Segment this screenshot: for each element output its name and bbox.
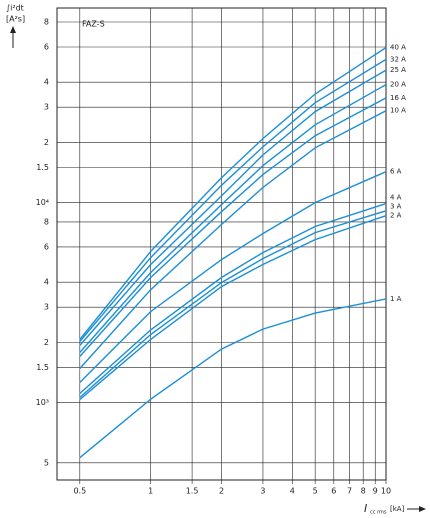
series-line (79, 298, 387, 459)
series-line (79, 110, 387, 369)
series-label: 6 A (390, 168, 402, 176)
series-label: 1 A (390, 295, 402, 303)
series-label: 16 A (390, 94, 406, 102)
y-tick-label: 2 (44, 138, 49, 147)
y-axis-unit: [A²s] (6, 15, 25, 24)
y-tick-label: 6 (44, 42, 49, 51)
y-tick-label: 8 (44, 217, 49, 226)
x-tick-label: 1.5 (186, 487, 199, 496)
x-tick-label: 3 (260, 487, 265, 496)
series-label: 32 A (390, 55, 406, 63)
series-label: 2 A (390, 212, 402, 220)
x-tick-label: 5 (313, 487, 318, 496)
y-tick-label: 3 (44, 303, 49, 312)
y-tick-label: 2 (44, 338, 49, 347)
y-tick-label: 1.5 (36, 163, 49, 172)
x-axis-unit: [kA] (390, 505, 405, 513)
y-axis-label: ∫i²dt (6, 4, 24, 13)
y-tick-label: 3 (44, 103, 49, 112)
y-tick-label: 4 (44, 78, 49, 87)
y-tick-label: 5 (44, 458, 49, 467)
series-line (79, 58, 387, 342)
series-label: 10 A (390, 107, 406, 115)
series-line (79, 47, 387, 340)
series-line (79, 69, 387, 346)
x-tick-label: 2 (219, 487, 224, 496)
series-line (79, 215, 387, 401)
x-arrow (407, 506, 426, 512)
y-arrow (10, 26, 16, 48)
y-tick-label: 6 (44, 242, 49, 251)
y-tick-label: 1.5 (36, 363, 49, 372)
y-tick-label: 10⁴ (36, 198, 49, 207)
annotation: FAZ-S (82, 20, 105, 29)
x-tick-label: 8 (361, 487, 366, 496)
series-label: 25 A (390, 66, 406, 74)
y-tick-label: 8 (44, 18, 49, 27)
x-tick-label: 10 (381, 487, 391, 496)
series-line (79, 97, 387, 357)
x-axis-subscript: cc rms (370, 510, 387, 516)
x-tick-label: 7 (347, 487, 352, 496)
x-tick-label: 1 (148, 487, 153, 496)
series-line (79, 171, 387, 383)
x-tick-label: 9 (373, 487, 378, 496)
series-line (79, 202, 387, 395)
series-label: 40 A (390, 44, 406, 52)
x-tick-label: 6 (331, 487, 336, 496)
y-tick-label: 4 (44, 278, 49, 287)
x-axis-label: I (364, 502, 367, 515)
y-tick-label: 10³ (36, 398, 49, 407)
series-line (79, 210, 387, 399)
series-label: 3 A (390, 203, 402, 211)
series-label: 4 A (390, 194, 402, 202)
series-line (79, 83, 387, 353)
x-tick-label: 0.5 (73, 487, 86, 496)
x-tick-label: 4 (290, 487, 295, 496)
series-label: 20 A (390, 81, 406, 89)
